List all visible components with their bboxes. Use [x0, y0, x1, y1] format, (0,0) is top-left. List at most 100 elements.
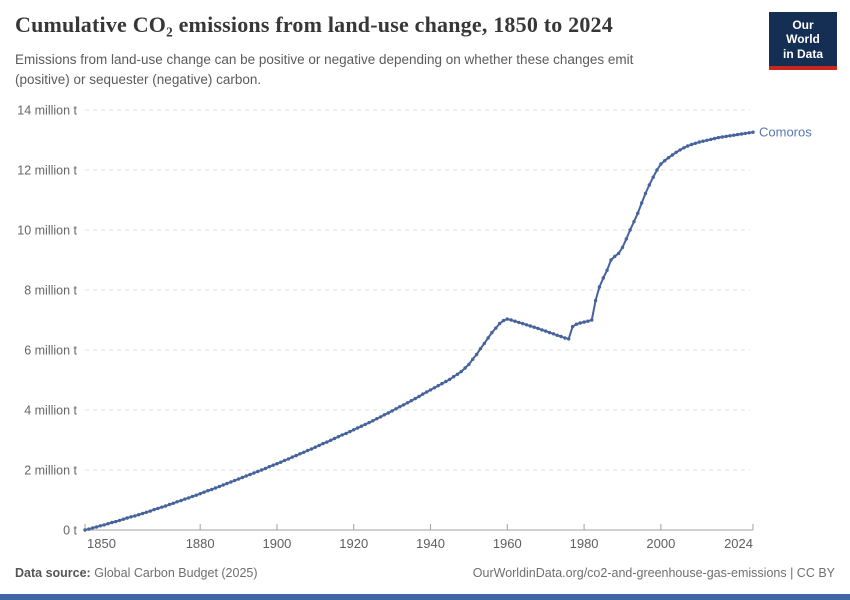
data-point[interactable] — [701, 139, 705, 143]
data-point[interactable] — [735, 132, 740, 137]
data-point[interactable] — [313, 445, 317, 449]
data-point[interactable] — [194, 493, 198, 497]
data-point[interactable] — [248, 472, 252, 477]
data-point[interactable] — [720, 135, 724, 139]
data-point[interactable] — [114, 519, 118, 524]
data-point[interactable] — [421, 392, 425, 396]
data-point[interactable] — [574, 322, 579, 326]
data-point[interactable] — [501, 318, 506, 323]
data-point[interactable] — [401, 403, 406, 407]
data-point[interactable] — [267, 465, 271, 469]
data-point[interactable] — [91, 526, 95, 530]
owid-logo[interactable]: Our World in Data — [769, 12, 837, 71]
data-point[interactable] — [332, 436, 337, 441]
data-point[interactable] — [732, 133, 736, 137]
data-point[interactable] — [140, 511, 145, 516]
data-point[interactable] — [378, 415, 383, 419]
data-point[interactable] — [240, 475, 245, 480]
data-point[interactable] — [163, 504, 168, 508]
data-point[interactable] — [705, 138, 709, 142]
data-point[interactable] — [509, 318, 513, 322]
data-point[interactable] — [279, 460, 283, 464]
data-point[interactable] — [613, 254, 617, 259]
data-point[interactable] — [728, 134, 732, 138]
data-point[interactable] — [390, 409, 394, 413]
data-point[interactable] — [425, 390, 429, 394]
data-point[interactable] — [474, 352, 479, 357]
data-point[interactable] — [524, 323, 529, 327]
data-point[interactable] — [743, 131, 747, 136]
data-point[interactable] — [217, 484, 222, 489]
data-point[interactable] — [432, 386, 437, 390]
data-point[interactable] — [179, 498, 183, 503]
data-point[interactable] — [352, 428, 356, 432]
data-point[interactable] — [355, 426, 360, 430]
data-point[interactable] — [751, 130, 755, 134]
data-point[interactable] — [183, 497, 187, 501]
data-point[interactable] — [275, 462, 279, 466]
data-point[interactable] — [651, 175, 655, 179]
data-point[interactable] — [624, 237, 628, 241]
data-point[interactable] — [528, 324, 532, 328]
data-point[interactable] — [148, 509, 152, 513]
data-point[interactable] — [221, 483, 225, 487]
data-point[interactable] — [590, 318, 594, 322]
data-point[interactable] — [102, 523, 106, 527]
data-point[interactable] — [125, 516, 129, 520]
data-point[interactable] — [659, 162, 663, 166]
data-line[interactable] — [84, 131, 754, 531]
data-point[interactable] — [144, 510, 149, 514]
data-point[interactable] — [394, 407, 398, 411]
data-point[interactable] — [263, 466, 268, 471]
data-point[interactable] — [336, 435, 341, 439]
data-point[interactable] — [213, 486, 218, 490]
data-point[interactable] — [329, 438, 333, 442]
data-point[interactable] — [98, 524, 103, 528]
data-point[interactable] — [643, 191, 648, 196]
data-point[interactable] — [440, 381, 444, 386]
data-point[interactable] — [417, 394, 421, 399]
data-point[interactable] — [570, 324, 575, 329]
data-point[interactable] — [586, 319, 590, 323]
data-point[interactable] — [340, 433, 344, 437]
data-point[interactable] — [471, 357, 475, 361]
data-point[interactable] — [225, 481, 229, 486]
data-point[interactable] — [674, 150, 678, 154]
data-point[interactable] — [252, 471, 256, 475]
data-point[interactable] — [693, 141, 698, 145]
data-point[interactable] — [198, 492, 202, 496]
data-point[interactable] — [206, 489, 210, 493]
data-point[interactable] — [117, 518, 122, 523]
data-point[interactable] — [409, 399, 413, 403]
data-point[interactable] — [290, 455, 294, 459]
data-point[interactable] — [133, 514, 137, 518]
data-point[interactable] — [467, 362, 471, 367]
data-point[interactable] — [428, 388, 433, 392]
data-point[interactable] — [636, 211, 640, 215]
data-point[interactable] — [398, 405, 402, 409]
data-point[interactable] — [678, 148, 682, 152]
data-point[interactable] — [709, 137, 713, 142]
data-point[interactable] — [593, 298, 598, 303]
data-point[interactable] — [686, 144, 690, 148]
data-point[interactable] — [386, 411, 390, 415]
data-point[interactable] — [578, 321, 582, 325]
data-point[interactable] — [739, 132, 744, 136]
data-point[interactable] — [448, 377, 452, 382]
data-point[interactable] — [497, 321, 502, 326]
data-point[interactable] — [244, 474, 248, 478]
data-point[interactable] — [513, 319, 517, 323]
data-point[interactable] — [317, 443, 321, 448]
data-point[interactable] — [567, 337, 571, 341]
data-point[interactable] — [482, 341, 486, 346]
data-point[interactable] — [605, 268, 609, 272]
data-point[interactable] — [544, 329, 548, 333]
data-point[interactable] — [463, 366, 467, 370]
data-point[interactable] — [582, 320, 586, 324]
data-point[interactable] — [83, 528, 87, 532]
data-point[interactable] — [478, 347, 483, 351]
data-point[interactable] — [559, 334, 563, 339]
data-point[interactable] — [444, 379, 448, 384]
data-point[interactable] — [229, 480, 233, 484]
data-point[interactable] — [405, 401, 410, 405]
